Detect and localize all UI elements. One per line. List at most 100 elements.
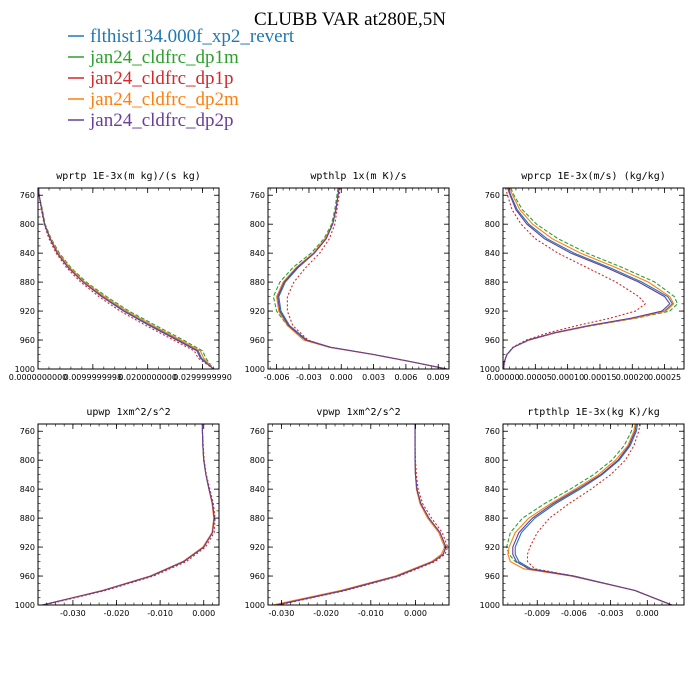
series-line-jan24_cldfrc_dp2m [272,424,446,605]
y-tick-label: 760 [20,427,35,436]
y-tick-label: 840 [485,249,500,258]
panel-1: wprtp 1E-3x(m kg)/(s kg) 760 800 840 880 920 9… [9,171,232,382]
panel-2: wpthlp 1x(m K)/s7608008408809209601000-0… [245,171,450,382]
series-line-jan24_cldfrc_dp2m [38,188,214,369]
y-tick-label: 800 [250,456,265,465]
y-tick-label: 1000 [245,601,265,610]
legend-label: jan24_cldfrc_dp1m [89,47,239,68]
y-tick-label: 880 [20,514,35,523]
legend-entry: flthist134.000f_xp2_revert [68,26,295,47]
series-group [272,188,447,369]
panel-title: upwp 1xm^2/s^2 [86,407,170,418]
legend-label: jan24_cldfrc_dp1p [89,68,234,89]
series-line-flthist134.000f_xp2_revert [42,424,215,605]
y-tick-label: 840 [250,485,265,494]
x-tick-label: 0.00025 [648,373,681,382]
y-tick-label: 1000 [15,601,35,610]
series-line-flthist134.000f_xp2_revert [276,424,447,605]
series-group [42,424,216,605]
x-tick-label: 0.00020 [616,373,649,382]
x-tick-label: 0.000 [330,373,353,382]
series-line-jan24_cldfrc_dp1p [278,424,449,605]
legend-label: jan24_cldfrc_dp2m [89,89,239,110]
y-tick-label: 1000 [245,365,265,374]
series-line-jan24_cldfrc_dp2m [507,424,672,605]
series-line-jan24_cldfrc_dp1p [38,188,214,369]
legend-entry: jan24_cldfrc_dp1m [68,47,239,68]
y-tick-label: 880 [485,278,500,287]
x-tick-label: -0.020 [104,609,130,618]
y-tick-label: 800 [20,456,35,465]
x-tick-label: -0.003 [296,373,322,382]
y-tick-label: 760 [20,191,35,200]
legend-entry: jan24_cldfrc_dp2m [68,89,239,110]
panel-frame [267,187,450,370]
panel-5: vpwp 1xm^2/s^2 760 800 840 880 920 960 1000 -0.0… [245,407,450,618]
x-tick-label: 0.000 [404,609,427,618]
series-line-jan24_cldfrc_dp2p [42,424,215,605]
y-tick-label: 880 [20,278,35,287]
x-tick-label: 0.009 [427,373,450,382]
x-tick-label: 0.0099999998 [64,373,123,382]
panels: wprtp 1E-3x(m kg)/(s kg) 760 800 840 880 920 9… [9,171,685,618]
y-tick-label: 760 [250,427,265,436]
series-group [272,424,449,605]
series-line-jan24_cldfrc_dp1m [42,424,215,605]
series-line-jan24_cldfrc_dp2p [512,424,672,605]
x-tick-label: 0.000 [636,609,659,618]
x-tick-label: -0.009 [524,609,550,618]
series-line-jan24_cldfrc_dp1m [38,188,214,369]
series-line-flthist134.000f_xp2_revert [514,424,672,605]
legend-label: flthist134.000f_xp2_revert [90,26,295,47]
y-tick-label: 800 [485,220,500,229]
x-tick-label: -0.030 [60,609,86,618]
panel-title: wprtp 1E-3x(m kg)/(s kg) [56,171,201,182]
y-tick-label: 960 [250,336,265,345]
y-tick-label: 920 [250,543,265,552]
x-tick-label: 0.00005 [519,373,552,382]
y-tick-label: 920 [485,543,500,552]
series-group [506,424,672,605]
y-tick-label: 840 [250,249,265,258]
panel-frame [37,187,220,370]
panel-title: rtpthlp 1E-3x(kg K)/kg [527,407,659,418]
y-tick-label: 960 [485,336,500,345]
series-line-jan24_cldfrc_dp2m [42,424,215,605]
series-line-jan24_cldfrc_dp1m [503,188,679,369]
series-group [503,188,679,369]
series-line-jan24_cldfrc_dp1m [506,424,672,605]
series-line-jan24_cldfrc_dp1p [526,424,672,605]
panel-title: wpthlp 1x(m K)/s [310,171,406,182]
y-tick-label: 920 [250,307,265,316]
y-tick-label: 840 [20,249,35,258]
y-tick-label: 960 [250,572,265,581]
panel-6: rtpthlp 1E-3x(kg K)/kg 760 800 840 880 920 960… [480,407,685,618]
y-tick-label: 1000 [480,601,500,610]
panel-frame [267,423,450,606]
y-tick-label: 920 [485,307,500,316]
x-tick-label: 0.0000000000 [9,373,68,382]
series-line-jan24_cldfrc_dp2p [275,424,447,605]
y-tick-label: 880 [250,278,265,287]
x-tick-label: -0.003 [598,609,624,618]
panel-frame [502,423,685,606]
x-tick-label: -0.006 [561,609,587,618]
figure-title: CLUBB VAR at280E,5N [254,9,446,30]
y-tick-label: 880 [485,514,500,523]
y-tick-label: 960 [20,336,35,345]
panel-title: wprcp 1E-3x(m/s) (kg/kg) [521,171,666,182]
x-tick-label: 0.00015 [583,373,616,382]
y-tick-label: 800 [20,220,35,229]
y-tick-label: 960 [20,572,35,581]
y-tick-label: 880 [250,514,265,523]
panel-frame [502,187,685,370]
series-line-jan24_cldfrc_dp1p [44,424,216,605]
y-tick-label: 920 [20,543,35,552]
series-line-jan24_cldfrc_dp2m [276,188,447,369]
x-tick-label: -0.010 [147,609,173,618]
x-tick-label: 0.003 [362,373,385,382]
x-tick-label: 0.0299999990 [173,373,232,382]
y-tick-label: 920 [20,307,35,316]
panel-3: wprcp 1E-3x(m/s) (kg/kg) 760 800 840 880 920 9… [480,171,685,382]
